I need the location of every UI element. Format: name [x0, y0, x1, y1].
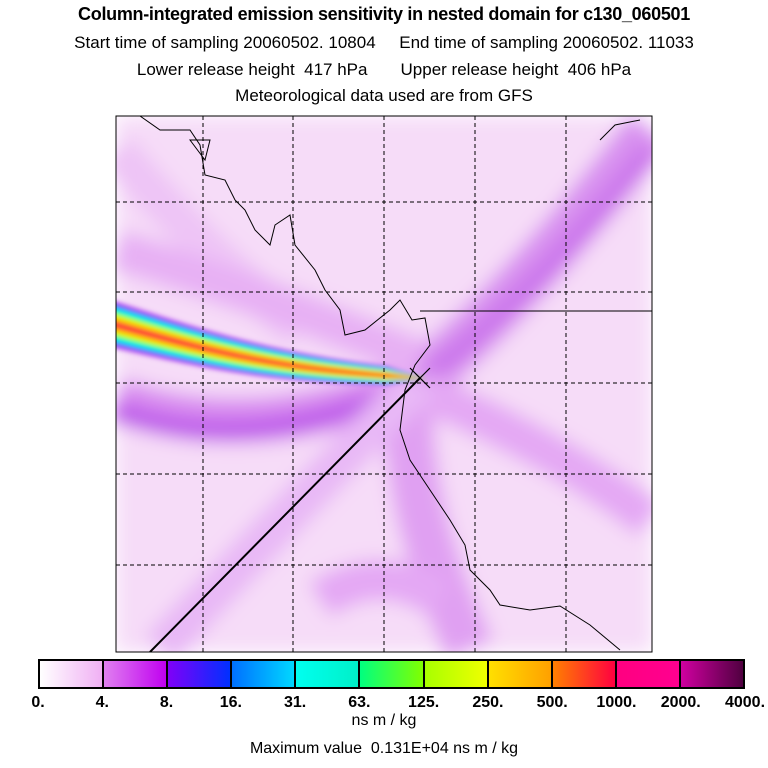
plume-contour	[116, 307, 425, 383]
colorbar-tick-label: 4.	[95, 694, 109, 711]
met-data-source: Meteorological data used are from GFS	[235, 86, 533, 105]
colorbar-segment	[552, 661, 617, 687]
colorbar-segment	[360, 661, 425, 687]
maximum-value: Maximum value 0.131E+04 ns m / kg	[249, 740, 519, 757]
plot-title: Column-integrated emission sensitivity i…	[78, 4, 690, 24]
colorbar-segment	[104, 661, 169, 687]
colorbar-segment	[296, 661, 361, 687]
coastline	[139, 116, 652, 651]
emission-plume	[116, 300, 425, 386]
background-sensitivity-field	[116, 116, 652, 652]
colorbar-tick-label: 31.	[283, 694, 307, 711]
colorbar-segment	[232, 661, 297, 687]
plume-contour	[116, 316, 425, 379]
colorbar-segment	[680, 661, 744, 687]
colorbar-tick-label: 0.	[31, 694, 45, 711]
release-point-marker	[409, 367, 431, 389]
colorbar-unit: ns m / kg	[351, 712, 417, 729]
colorbar-tick-label: 8.	[159, 694, 174, 711]
map-frame	[115, 115, 653, 653]
colorbar-segment	[424, 661, 489, 687]
release-height: Lower release height 417 hPa Upper relea…	[136, 60, 632, 79]
grid-lines	[116, 116, 652, 652]
colorbar-tick-label: 250.	[472, 694, 504, 711]
colorbar-segment	[168, 661, 233, 687]
colorbar-tick-label: 500.	[536, 694, 568, 711]
colorbar	[38, 659, 745, 689]
sampling-time: Start time of sampling 20060502. 10804 E…	[74, 33, 694, 52]
colorbar-segment	[488, 661, 553, 687]
colorbar-segment	[40, 661, 105, 687]
colorbar-tick-label: 63.	[348, 694, 371, 711]
colorbar-tick-label: 125.	[408, 694, 440, 711]
flight-track-line	[149, 377, 421, 652]
colorbar-segment	[616, 661, 681, 687]
colorbar-tick-label: 1000.	[596, 694, 637, 711]
colorbar-tick-label: 4000.	[724, 694, 766, 711]
colorbar-tick-label: 2000.	[660, 694, 701, 711]
colorbar-tick-label: 16.	[219, 694, 242, 711]
